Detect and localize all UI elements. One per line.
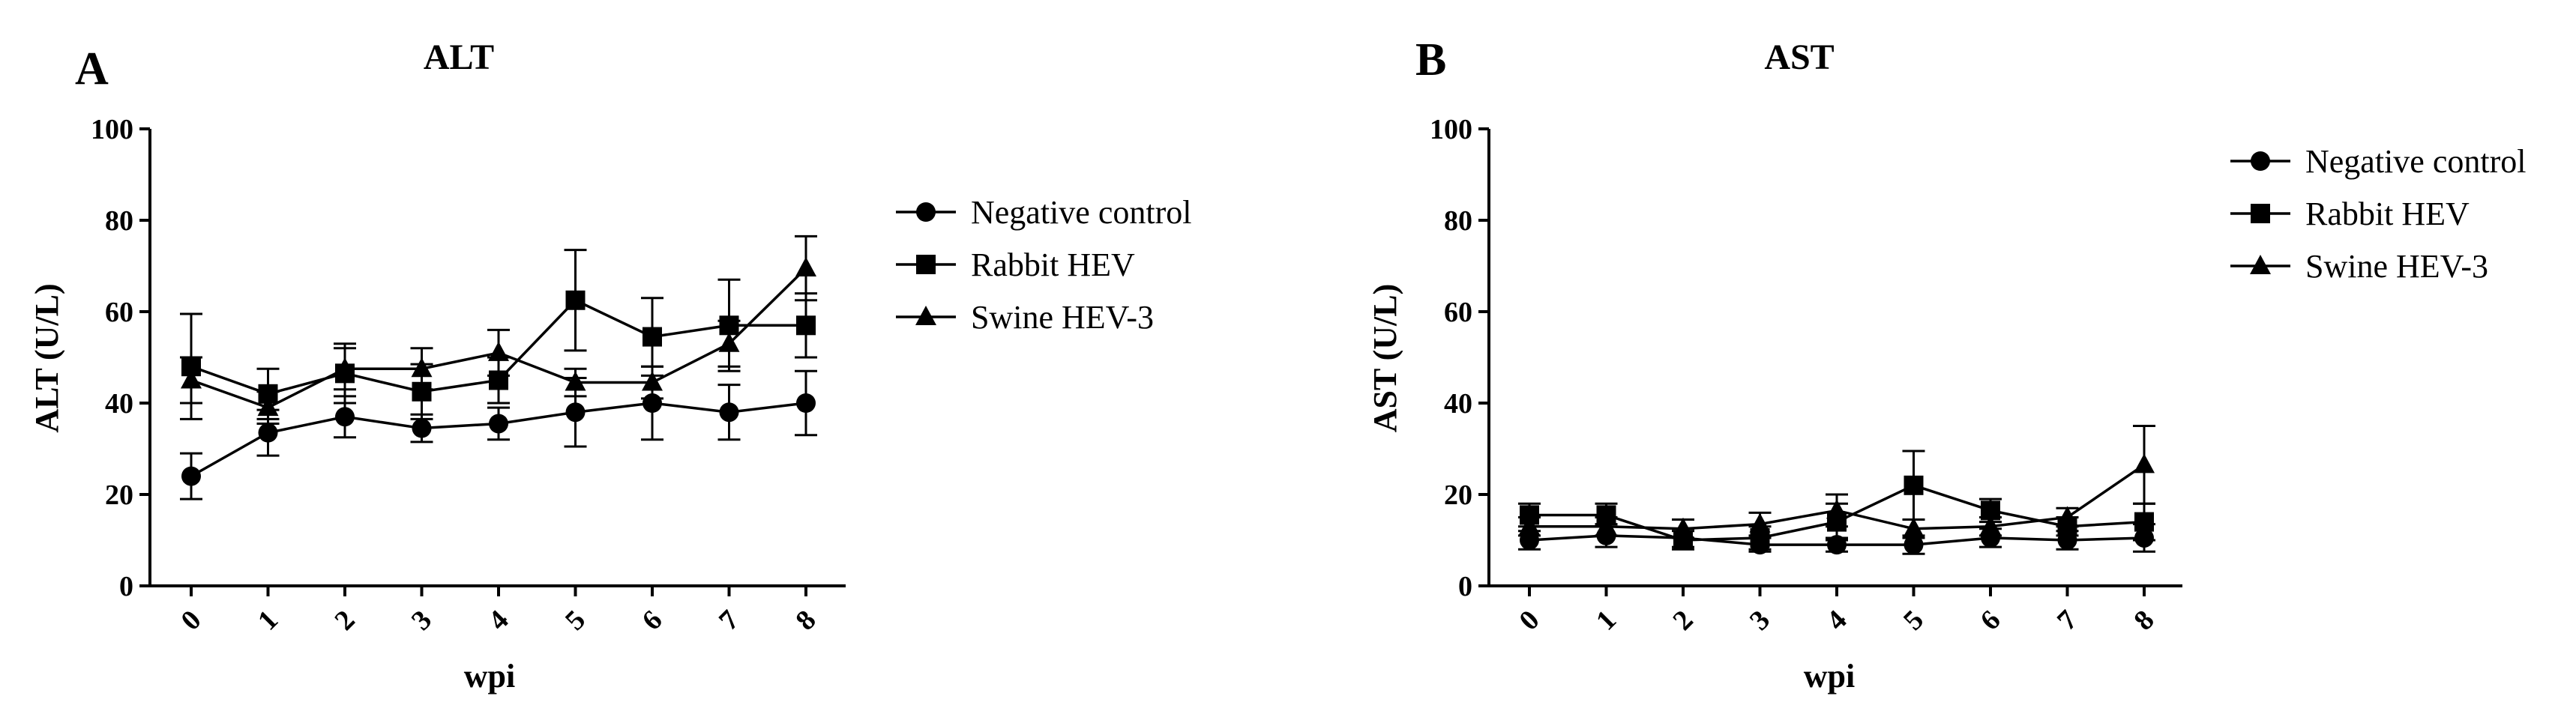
panel-b-x-tick-label: 6 bbox=[1974, 604, 2006, 636]
panel-b-y-tick-label: 20 bbox=[1444, 479, 1472, 511]
panel-b-negative-control-point bbox=[1904, 535, 1924, 555]
panel-b-legend-rabbit-hev-swatch-marker bbox=[2251, 204, 2270, 223]
panel-b-legend-rabbit-hev: Rabbit HEV bbox=[2230, 196, 2470, 232]
panel-a-negative-control-point bbox=[181, 466, 201, 486]
panel-a-y-tick-label: 60 bbox=[105, 297, 133, 328]
panel-a-negative-control-point bbox=[489, 414, 508, 434]
panel-a-y-tick-label: 20 bbox=[105, 479, 133, 511]
panel-a-negative-control-point bbox=[796, 393, 816, 413]
panel-b-x-tick-label: 5 bbox=[1898, 604, 1930, 636]
panel-a-legend-rabbit-hev-label: Rabbit HEV bbox=[971, 246, 1135, 283]
panel-b-swine-hev-3-point bbox=[2134, 453, 2155, 473]
panel-b-y-tick-label: 60 bbox=[1444, 297, 1472, 328]
panel-b-swine-hev-3-point bbox=[1980, 515, 2001, 535]
panel-a: A ALT ALT (U/L) wpi 0 20 40 60 80 100 0 1 2 3 4 5 6 7… bbox=[28, 37, 1191, 695]
panel-a-negative-control-point bbox=[258, 423, 278, 443]
panel-b-legend-negative-control-label: Negative control bbox=[2305, 143, 2526, 180]
panel-a-x-tick-label: 0 bbox=[175, 604, 207, 636]
panel-a-rabbit-hev-point bbox=[796, 315, 816, 336]
panel-b-x-tick-label: 1 bbox=[1590, 604, 1622, 636]
panel-a-legend-swine-hev-3-swatch-marker bbox=[915, 306, 936, 325]
panel-b-swine-hev-3-point bbox=[1595, 515, 1617, 535]
panel-b-plot: 0 20 40 60 80 100 0 1 2 3 4 5 6 7 8 bbox=[1430, 114, 2182, 637]
panel-a-x-tick-label: 4 bbox=[482, 604, 514, 636]
panel-a-negative-control-point bbox=[565, 402, 586, 423]
panel-b-x-tick-label: 8 bbox=[2128, 604, 2160, 636]
panel-b-x-tick-label: 7 bbox=[2051, 604, 2083, 636]
panel-a-y-tick-label: 0 bbox=[119, 571, 133, 602]
panel-a-letter: A bbox=[75, 43, 109, 94]
panel-b-legend-negative-control: Negative control bbox=[2230, 143, 2526, 180]
panel-a-rabbit-hev-series bbox=[180, 249, 817, 420]
panel-a-swine-hev-3-point bbox=[181, 369, 202, 389]
panel-a-swine-hev-3-point bbox=[334, 357, 355, 378]
panel-a-y-tick-label: 80 bbox=[105, 205, 133, 237]
panel-b-rabbit-hev-point bbox=[1904, 475, 1924, 495]
panel-b-letter: B bbox=[1415, 34, 1446, 85]
panel-a-x-tick-label: 6 bbox=[636, 604, 668, 636]
panel-b-swine-hev-3-series bbox=[1518, 425, 2155, 539]
panel-a-legend: Negative control Rabbit HEV Swine HEV-3 bbox=[896, 194, 1191, 336]
panel-a-x-tick-label: 8 bbox=[789, 604, 822, 636]
panel-b-y-axis-label: AST (U/L) bbox=[1367, 284, 1403, 432]
panel-b-swine-hev-3-point bbox=[1673, 517, 1694, 537]
panel-b-legend-swine-hev-3: Swine HEV-3 bbox=[2230, 248, 2488, 285]
panel-b-legend-rabbit-hev-label: Rabbit HEV bbox=[2305, 196, 2470, 232]
panel-a-legend-swine-hev-3: Swine HEV-3 bbox=[896, 299, 1154, 336]
panel-a-swine-hev-3-point bbox=[488, 341, 509, 361]
panel-b-x-tick-label: 4 bbox=[1820, 604, 1853, 636]
panel-b-x-tick-label: 0 bbox=[1513, 604, 1545, 636]
panel-b-legend-negative-control-swatch-marker bbox=[2251, 151, 2270, 171]
panel-a-swine-hev-3-point bbox=[795, 257, 816, 277]
panel-a-x-tick-label: 3 bbox=[406, 604, 438, 636]
panel-b-swine-hev-3-point bbox=[1903, 517, 1925, 537]
panel-a-swine-hev-3-point bbox=[718, 332, 740, 352]
panel-a-swine-hev-3-point bbox=[565, 371, 586, 391]
panel-b-y-tick-label: 0 bbox=[1458, 571, 1472, 602]
panel-a-plot: 0 20 40 60 80 100 0 1 2 3 4 5 6 7 8 bbox=[91, 114, 846, 637]
panel-a-swine-hev-3-point bbox=[257, 396, 279, 417]
panel-b-rabbit-hev-point bbox=[2134, 512, 2154, 532]
panel-a-negative-control-point bbox=[719, 402, 739, 423]
panel-a-legend-negative-control-label: Negative control bbox=[971, 194, 1191, 231]
panel-a-legend-negative-control: Negative control bbox=[896, 194, 1191, 231]
panel-b-y-tick-label: 40 bbox=[1444, 388, 1472, 420]
panel-b-swine-hev-3-point bbox=[1519, 515, 1540, 535]
panel-b-y-tick-label: 80 bbox=[1444, 205, 1472, 237]
panel-a-rabbit-hev-point bbox=[643, 327, 662, 347]
panel-a-x-tick-label: 1 bbox=[252, 604, 284, 636]
panel-a-y-axis-label: ALT (U/L) bbox=[28, 283, 65, 432]
panel-a-rabbit-hev-point bbox=[565, 290, 586, 310]
panel-a-legend-rabbit-hev: Rabbit HEV bbox=[896, 246, 1135, 283]
panel-b-x-tick-label: 3 bbox=[1744, 604, 1776, 636]
panel-b-legend-swine-hev-3-label: Swine HEV-3 bbox=[2305, 248, 2488, 285]
panel-b-title: AST bbox=[1764, 37, 1834, 77]
panel-b-y-tick-label: 100 bbox=[1430, 114, 1472, 145]
panel-a-x-axis-label: wpi bbox=[464, 658, 515, 695]
panel-b-swine-hev-3-point bbox=[1749, 512, 1771, 533]
panel-b: B AST AST (U/L) wpi 0 20 40 60 80 100 0 1 2 3 4 5 6 7… bbox=[1367, 34, 2526, 695]
panel-b-x-tick-label: 2 bbox=[1667, 604, 1699, 636]
panel-a-x-tick-label: 7 bbox=[713, 604, 745, 636]
panel-a-swine-hev-3-point bbox=[642, 371, 663, 391]
panel-a-legend-swine-hev-3-label: Swine HEV-3 bbox=[971, 299, 1154, 336]
panel-a-negative-control-point bbox=[412, 418, 432, 438]
panel-a-title: ALT bbox=[424, 37, 494, 77]
panel-a-negative-control-point bbox=[335, 407, 355, 427]
panel-b-swine-hev-3-point bbox=[1826, 499, 1847, 519]
panel-a-y-tick-label: 100 bbox=[91, 114, 133, 145]
panel-b-swine-hev-3-point bbox=[2056, 506, 2078, 526]
panel-a-x-tick-label: 2 bbox=[328, 604, 361, 636]
panel-a-legend-negative-control-swatch-marker bbox=[916, 202, 936, 222]
panel-a-y-tick-label: 40 bbox=[105, 388, 133, 420]
panel-a-legend-rabbit-hev-swatch-marker bbox=[916, 255, 936, 274]
panel-b-legend-swine-hev-3-swatch-marker bbox=[2250, 255, 2271, 274]
panel-b-x-axis-label: wpi bbox=[1804, 658, 1855, 695]
panel-a-x-tick-label: 5 bbox=[559, 604, 592, 636]
panel-b-legend: Negative control Rabbit HEV Swine HEV-3 bbox=[2230, 143, 2526, 285]
panel-a-swine-hev-3-point bbox=[411, 357, 433, 378]
panel-a-swine-hev-3-series bbox=[180, 235, 817, 425]
